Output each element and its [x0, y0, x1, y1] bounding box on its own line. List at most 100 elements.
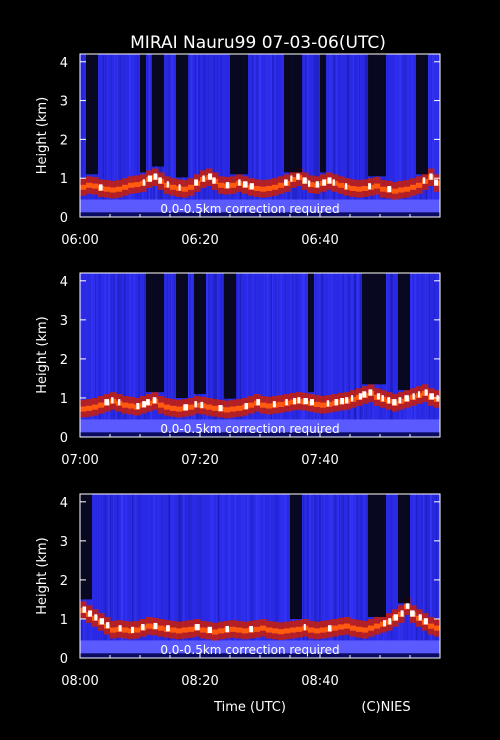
- cloud-peak: [297, 397, 301, 404]
- noise-streak: [403, 54, 406, 217]
- noise-streak: [270, 494, 272, 658]
- noise-streak: [166, 54, 167, 217]
- cloud-core: [80, 406, 87, 412]
- attenuated-column: [290, 494, 302, 619]
- noise-streak: [243, 494, 245, 658]
- noise-streak: [280, 273, 283, 437]
- cloud-core: [338, 624, 345, 630]
- noise-streak: [363, 494, 366, 658]
- cloud-peak: [424, 389, 428, 396]
- cloud-peak: [166, 625, 170, 632]
- noise-streak: [390, 494, 393, 658]
- noise-streak: [256, 494, 257, 658]
- noise-streak: [390, 273, 392, 437]
- cloud-peak: [326, 400, 330, 407]
- noise-streak: [204, 54, 206, 217]
- cloud-core: [92, 183, 99, 189]
- noise-streak: [95, 273, 97, 437]
- cloud-peak: [142, 179, 146, 186]
- noise-streak: [114, 54, 116, 217]
- heatmap-field: [80, 273, 440, 437]
- noise-streak: [220, 273, 222, 437]
- noise-streak: [429, 494, 431, 658]
- noise-streak: [331, 54, 333, 217]
- noise-streak: [246, 273, 249, 437]
- noise-streak: [420, 273, 422, 437]
- noise-streak: [248, 273, 250, 437]
- noise-streak: [209, 494, 212, 658]
- noise-streak: [357, 54, 359, 217]
- x-tick-label: 08:40: [301, 674, 338, 689]
- noise-streak: [415, 494, 416, 658]
- cloud-peak: [118, 625, 122, 632]
- noise-streak: [411, 273, 412, 437]
- noise-streak: [166, 273, 167, 437]
- cloud-core: [416, 182, 423, 188]
- noise-streak: [131, 494, 132, 658]
- cloud-core: [128, 403, 135, 409]
- panel-3: 0.0-0.5km correction required 0 1 2 3 4 Height…: [35, 493, 441, 689]
- noise-streak: [246, 494, 249, 658]
- noise-streak: [80, 54, 82, 217]
- cloud-core: [308, 627, 315, 633]
- cloud-peak: [243, 181, 248, 188]
- cloud-peak: [400, 610, 404, 617]
- cloud-peak: [328, 625, 332, 632]
- noise-streak: [176, 494, 179, 658]
- cloud-core: [188, 404, 195, 410]
- noise-streak: [88, 273, 90, 437]
- cloud-core: [260, 402, 267, 408]
- noise-streak: [123, 273, 126, 437]
- cloud-core: [422, 179, 429, 184]
- attenuated-column: [152, 54, 164, 167]
- noise-streak: [168, 494, 170, 658]
- x-tick-label: 07:20: [181, 453, 218, 468]
- cloud-core: [170, 627, 177, 633]
- noise-streak: [169, 273, 172, 437]
- cloud-peak: [153, 173, 158, 180]
- noise-streak: [403, 54, 406, 217]
- noise-streak: [330, 494, 333, 658]
- noise-streak: [234, 494, 237, 658]
- noise-streak: [315, 54, 318, 217]
- noise-streak: [339, 494, 341, 658]
- noise-streak: [80, 273, 82, 437]
- noise-streak: [303, 494, 305, 658]
- cloud-core: [380, 186, 387, 192]
- cloud-core: [182, 186, 189, 192]
- cloud-core: [218, 628, 225, 634]
- noise-streak: [395, 54, 397, 217]
- cloud-peak: [194, 179, 198, 186]
- noise-streak: [111, 494, 113, 658]
- noise-streak: [220, 54, 222, 217]
- x-tick-label: 06:40: [301, 233, 338, 248]
- noise-streak: [306, 54, 309, 217]
- noise-streak: [263, 273, 264, 437]
- noise-streak: [281, 494, 283, 658]
- noise-streak: [189, 273, 191, 437]
- noise-streak: [420, 273, 422, 437]
- noise-streak: [272, 54, 275, 217]
- cloud-core: [290, 627, 297, 633]
- cloud-peak: [423, 618, 428, 625]
- noise-streak: [344, 494, 346, 658]
- noise-streak: [411, 54, 413, 217]
- noise-streak: [131, 494, 134, 658]
- noise-streak: [118, 54, 120, 217]
- noise-streak: [99, 273, 101, 437]
- noise-streak: [108, 273, 110, 437]
- noise-streak: [129, 273, 131, 437]
- noise-streak: [365, 54, 367, 217]
- cloud-core: [158, 402, 165, 408]
- cloud-peak: [398, 397, 402, 404]
- noise-streak: [187, 273, 190, 437]
- cloud-core: [248, 402, 255, 408]
- y-tick-label: 2: [60, 353, 68, 368]
- noise-streak: [427, 494, 430, 658]
- noise-streak: [329, 54, 331, 217]
- cloud-core: [266, 627, 273, 633]
- noise-streak: [300, 273, 302, 437]
- cloud-core: [188, 626, 195, 632]
- noise-streak: [190, 273, 193, 437]
- noise-streak: [304, 494, 306, 658]
